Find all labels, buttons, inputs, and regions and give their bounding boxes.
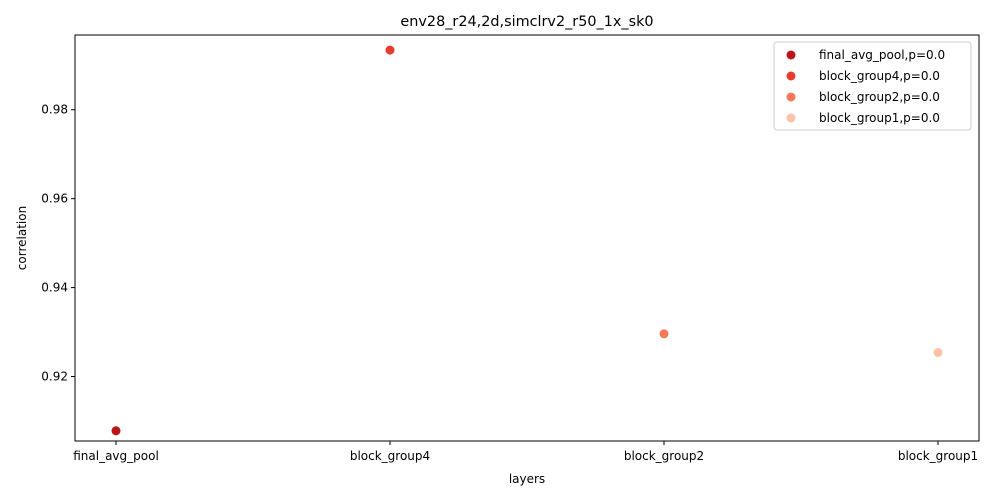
data-point — [385, 45, 395, 55]
legend-label: final_avg_pool,p=0.0 — [819, 48, 945, 62]
legend-frame — [773, 41, 972, 131]
x-tick-label: final_avg_pool — [73, 449, 159, 463]
legend-marker — [786, 113, 796, 123]
legend-marker — [786, 50, 796, 60]
legend-label: block_group1,p=0.0 — [819, 111, 940, 125]
y-axis-title: correlation — [15, 206, 29, 270]
legend-marker — [786, 71, 796, 81]
y-axis: 0.92 0.94 0.96 0.98 — [41, 103, 75, 384]
chart-title: env28_r24,2d,simclrv2_r50_1x_sk0 — [400, 14, 653, 30]
y-tick-label: 0.98 — [41, 103, 68, 117]
x-tick-label: block_group2 — [624, 449, 704, 463]
data-points — [111, 45, 943, 436]
x-axis: final_avg_pool block_group4 block_group2 bl… — [73, 441, 978, 463]
legend: final_avg_pool,p=0.0 block_group4,p=0.0bl… — [773, 41, 972, 131]
y-tick-label: 0.96 — [41, 192, 68, 206]
x-tick-label: block_group4 — [350, 449, 430, 463]
data-point — [933, 348, 943, 358]
x-axis-title: layers — [509, 472, 545, 486]
legend-marker — [786, 92, 796, 102]
y-tick-label: 0.92 — [41, 370, 68, 384]
x-tick-label: block_group1 — [898, 449, 978, 463]
plot-area — [74, 34, 980, 442]
plot-frame — [74, 34, 980, 442]
legend-label: block_group2,p=0.0 — [819, 90, 940, 104]
data-point — [659, 329, 669, 339]
y-tick-label: 0.94 — [41, 281, 68, 295]
data-point — [111, 426, 121, 436]
legend-label: block_group4,p=0.0 — [819, 69, 940, 83]
